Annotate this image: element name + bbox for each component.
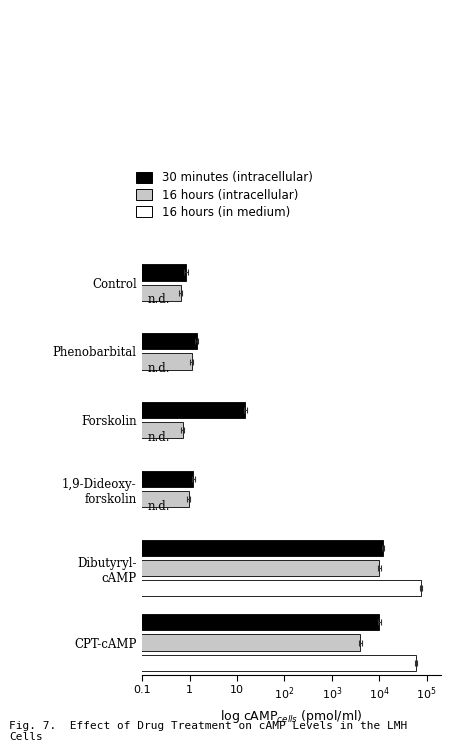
- Bar: [0, 422, 183, 439]
- Bar: [0, 614, 379, 631]
- Bar: [0, 264, 186, 280]
- Bar: [0, 353, 191, 370]
- Bar: [0, 634, 360, 651]
- Bar: [0, 471, 193, 487]
- Bar: [0, 580, 420, 596]
- Text: n.d.: n.d.: [147, 500, 170, 513]
- Text: n.d.: n.d.: [147, 293, 170, 307]
- Bar: [0, 540, 383, 556]
- Bar: [0, 402, 246, 418]
- Bar: [0, 491, 189, 507]
- X-axis label: log cAMP$_{cells}$ (pmol/ml): log cAMP$_{cells}$ (pmol/ml): [220, 707, 363, 724]
- Bar: [0, 655, 416, 671]
- Legend: 30 minutes (intracellular), 16 hours (intracellular), 16 hours (in medium): 30 minutes (intracellular), 16 hours (in…: [133, 169, 315, 221]
- Text: Fig. 7.  Effect of Drug Treatment on cAMP Levels in the LMH
Cells: Fig. 7. Effect of Drug Treatment on cAMP…: [9, 721, 408, 742]
- Bar: [0, 560, 379, 576]
- Text: n.d.: n.d.: [147, 362, 170, 375]
- Bar: [0, 284, 181, 301]
- Text: n.d.: n.d.: [147, 431, 170, 444]
- Bar: [0, 333, 197, 350]
